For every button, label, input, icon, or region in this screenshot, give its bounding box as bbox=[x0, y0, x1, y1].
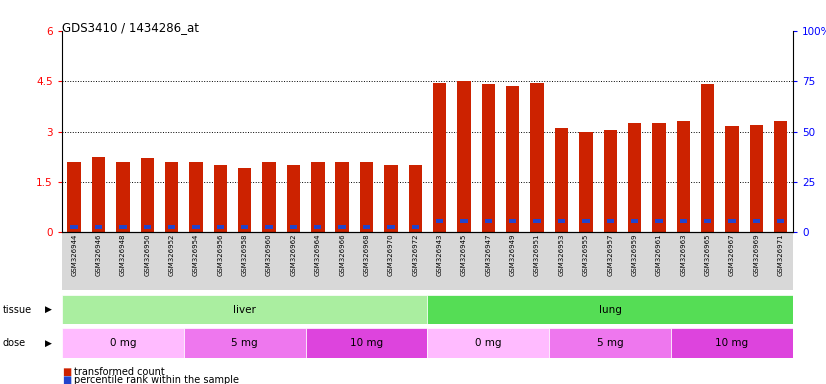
Bar bbox=[671, 328, 793, 358]
Bar bbox=[458, 81, 471, 232]
Bar bbox=[311, 162, 325, 232]
Bar bbox=[655, 218, 662, 223]
Bar bbox=[140, 158, 154, 232]
Bar bbox=[549, 328, 671, 358]
Bar bbox=[482, 84, 495, 232]
Bar bbox=[701, 84, 714, 232]
Bar bbox=[436, 218, 444, 223]
Bar bbox=[116, 162, 130, 232]
Bar bbox=[216, 225, 224, 228]
Bar bbox=[460, 218, 468, 223]
Bar bbox=[485, 218, 492, 223]
Bar bbox=[363, 225, 370, 228]
Bar bbox=[680, 218, 687, 223]
Bar bbox=[189, 162, 202, 232]
Text: liver: liver bbox=[233, 305, 256, 314]
Bar bbox=[183, 328, 306, 358]
Bar bbox=[579, 131, 592, 232]
Text: ■: ■ bbox=[62, 375, 71, 384]
Bar bbox=[582, 218, 590, 223]
Bar bbox=[704, 218, 711, 223]
Bar bbox=[750, 125, 763, 232]
Bar bbox=[314, 225, 321, 228]
Bar bbox=[606, 218, 614, 223]
Bar bbox=[752, 218, 760, 223]
Text: ■: ■ bbox=[62, 367, 71, 377]
Text: ▶: ▶ bbox=[45, 338, 52, 348]
Text: lung: lung bbox=[599, 305, 622, 314]
Bar bbox=[428, 328, 549, 358]
Bar bbox=[725, 126, 738, 232]
Bar bbox=[290, 225, 297, 228]
Bar bbox=[62, 328, 183, 358]
Bar bbox=[653, 123, 666, 232]
Bar bbox=[428, 295, 793, 324]
Text: 0 mg: 0 mg bbox=[110, 338, 136, 348]
Bar bbox=[144, 225, 151, 228]
Text: GDS3410 / 1434286_at: GDS3410 / 1434286_at bbox=[62, 21, 199, 34]
Text: 10 mg: 10 mg bbox=[350, 338, 383, 348]
Bar bbox=[62, 295, 428, 324]
Bar bbox=[384, 165, 397, 232]
Bar bbox=[555, 128, 568, 232]
Bar bbox=[777, 218, 785, 223]
Text: 5 mg: 5 mg bbox=[597, 338, 624, 348]
Text: percentile rank within the sample: percentile rank within the sample bbox=[74, 375, 240, 384]
Bar bbox=[339, 225, 346, 228]
Bar bbox=[530, 83, 544, 232]
Bar bbox=[360, 162, 373, 232]
Bar bbox=[335, 162, 349, 232]
Bar bbox=[192, 225, 200, 228]
Bar bbox=[387, 225, 395, 228]
Text: transformed count: transformed count bbox=[74, 367, 165, 377]
Text: 10 mg: 10 mg bbox=[715, 338, 748, 348]
Bar bbox=[165, 162, 178, 232]
Bar bbox=[92, 157, 105, 232]
Bar bbox=[119, 225, 126, 228]
Bar bbox=[238, 169, 251, 232]
Bar bbox=[263, 162, 276, 232]
Bar bbox=[433, 83, 446, 232]
Bar bbox=[729, 218, 736, 223]
Text: 5 mg: 5 mg bbox=[231, 338, 258, 348]
Bar bbox=[534, 218, 541, 223]
Bar bbox=[214, 165, 227, 232]
Bar bbox=[95, 225, 102, 228]
Bar bbox=[68, 162, 81, 232]
Bar bbox=[506, 86, 520, 232]
Bar bbox=[265, 225, 273, 228]
Bar bbox=[604, 130, 617, 232]
Bar bbox=[241, 225, 249, 228]
Bar bbox=[306, 328, 428, 358]
Bar bbox=[676, 121, 690, 232]
Bar bbox=[774, 121, 787, 232]
Text: 0 mg: 0 mg bbox=[475, 338, 501, 348]
Text: ▶: ▶ bbox=[45, 305, 52, 314]
Bar bbox=[558, 218, 565, 223]
Text: tissue: tissue bbox=[2, 305, 31, 314]
Bar bbox=[168, 225, 175, 228]
Bar bbox=[287, 165, 300, 232]
Bar bbox=[70, 225, 78, 228]
Bar bbox=[409, 165, 422, 232]
Bar bbox=[411, 225, 419, 228]
Bar bbox=[631, 218, 638, 223]
Bar bbox=[628, 123, 641, 232]
Bar bbox=[509, 218, 516, 223]
Text: dose: dose bbox=[2, 338, 26, 348]
